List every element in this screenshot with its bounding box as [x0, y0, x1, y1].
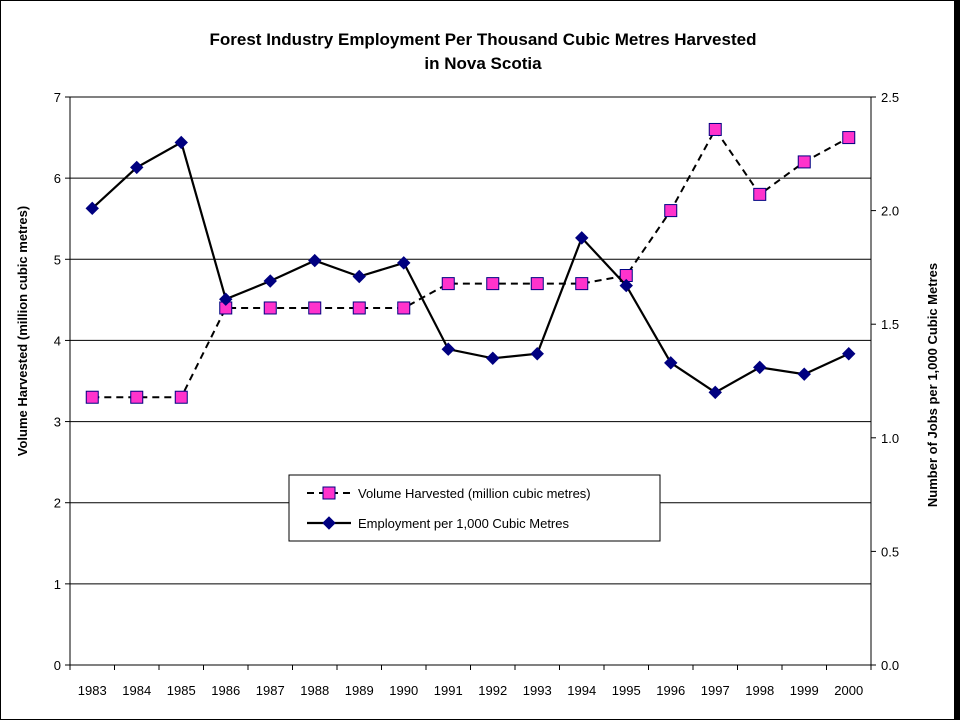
data-point-volume — [441, 277, 455, 291]
x-tick-label: 1993 — [523, 683, 552, 698]
right-axis-title: Number of Jobs per 1,000 Cubic Metres — [925, 263, 940, 507]
data-point-employment — [753, 360, 767, 375]
x-tick-label: 1983 — [78, 683, 107, 698]
right-tick-label: 1.5 — [881, 317, 899, 332]
right-tick-label: 0.5 — [881, 544, 899, 559]
chart-title: Forest Industry Employment Per Thousand … — [210, 30, 757, 49]
x-tick-label: 1988 — [300, 683, 329, 698]
series-line-volume — [92, 127, 850, 399]
series-layer — [85, 122, 856, 404]
left-axis-title: Volume Harvested (million cubic metres) — [15, 206, 30, 456]
x-tick-label: 1984 — [122, 683, 151, 698]
data-point-volume — [842, 131, 856, 145]
x-axis-ticks: 1983 1984 1985 1986 1987 1988 1989 1990 1991 1992… — [69, 665, 872, 698]
data-point-employment — [219, 292, 233, 306]
left-tick-label: 4 — [54, 333, 61, 348]
data-point-employment — [842, 347, 856, 361]
data-point-employment — [619, 278, 633, 293]
x-tick-label: 1990 — [389, 683, 418, 698]
data-point-employment — [575, 231, 589, 245]
chart-subtitle: in Nova Scotia — [424, 54, 542, 73]
data-point-volume — [753, 187, 767, 201]
legend-label-employment: Employment per 1,000 Cubic Metres — [358, 516, 569, 531]
x-tick-label: 1995 — [612, 683, 641, 698]
data-point-employment — [708, 385, 722, 400]
data-point-volume — [308, 301, 322, 315]
right-tick-label: 1.0 — [881, 431, 899, 446]
x-tick-label: 1997 — [701, 683, 730, 698]
data-point-employment — [397, 256, 411, 270]
data-point-employment — [85, 201, 99, 216]
left-tick-label: 1 — [54, 577, 61, 592]
x-tick-label: 1991 — [434, 683, 463, 698]
data-point-volume — [708, 122, 722, 136]
x-tick-label: 1986 — [211, 683, 240, 698]
x-tick-label: 1999 — [790, 683, 819, 698]
data-point-employment — [797, 367, 811, 381]
data-point-employment — [530, 347, 544, 361]
data-point-volume — [174, 390, 188, 404]
x-tick-label: 1992 — [478, 683, 507, 698]
data-point-volume — [352, 301, 366, 315]
data-point-employment — [664, 356, 678, 370]
legend-label-volume: Volume Harvested (million cubic metres) — [358, 486, 591, 501]
left-tick-label: 2 — [54, 496, 61, 511]
data-point-volume — [797, 155, 811, 169]
right-axis-ticks: 0.0 0.5 1.0 1.5 2.0 2.5 — [871, 90, 899, 673]
data-point-employment — [352, 269, 366, 284]
legend-marker-volume — [322, 486, 336, 500]
right-tick-label: 0.0 — [881, 658, 899, 673]
legend-marker-employment — [322, 516, 336, 530]
x-tick-label: 1996 — [656, 683, 685, 698]
x-tick-label: 1998 — [745, 683, 774, 698]
legend: Volume Harvested (million cubic metres) … — [288, 474, 661, 542]
x-tick-label: 1985 — [167, 683, 196, 698]
data-point-employment — [441, 342, 455, 356]
data-point-volume — [130, 390, 144, 404]
data-point-employment — [486, 351, 500, 365]
data-point-volume — [486, 277, 500, 291]
x-tick-label: 1989 — [345, 683, 374, 698]
left-tick-label: 6 — [54, 171, 61, 186]
data-point-employment — [130, 160, 144, 175]
left-tick-label: 7 — [54, 90, 61, 105]
x-tick-label: 1987 — [256, 683, 285, 698]
data-point-volume — [530, 277, 544, 291]
data-point-volume — [397, 301, 411, 315]
data-point-employment — [308, 253, 322, 268]
gridlines — [70, 96, 871, 585]
data-point-employment — [174, 135, 188, 150]
left-axis-ticks: 0 1 2 3 4 5 6 7 — [54, 90, 70, 673]
data-point-volume — [664, 204, 678, 218]
series-line-employment — [91, 140, 850, 394]
data-point-volume — [263, 301, 277, 315]
data-point-volume — [575, 277, 589, 291]
left-tick-label: 5 — [54, 252, 61, 267]
left-tick-label: 0 — [54, 658, 61, 673]
data-point-employment — [263, 274, 277, 288]
x-tick-label: 2000 — [834, 683, 863, 698]
data-point-volume — [85, 390, 99, 404]
x-tick-label: 1994 — [567, 683, 596, 698]
legend-box — [288, 474, 661, 542]
left-tick-label: 3 — [54, 415, 61, 430]
right-tick-label: 2.5 — [881, 90, 899, 105]
right-tick-label: 2.0 — [881, 204, 899, 219]
legend-marks — [307, 486, 351, 530]
